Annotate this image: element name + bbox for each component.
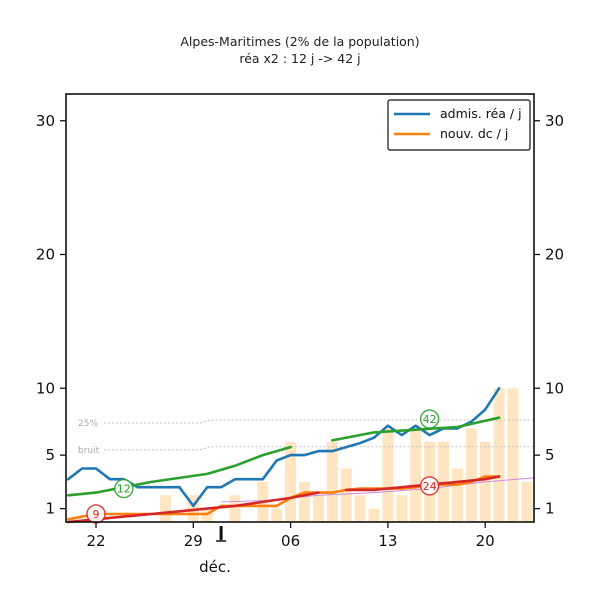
bar	[201, 508, 213, 522]
series-line	[66, 387, 501, 508]
reference-label: bruit	[78, 446, 100, 456]
bar	[382, 428, 394, 522]
legend-label-rea: admis. réa / j	[440, 106, 522, 121]
bar	[187, 495, 199, 522]
y-tick-label: 10	[545, 379, 564, 397]
y-axis-left: 1 5 10 20 30	[36, 112, 66, 518]
y-tick-label: 30	[36, 112, 55, 130]
reference-line	[104, 419, 534, 424]
bar	[438, 441, 449, 522]
x-tick-label: 20	[476, 532, 495, 550]
bar	[368, 508, 380, 522]
bar	[326, 441, 338, 522]
badge-circle	[419, 476, 440, 496]
bar	[493, 388, 505, 522]
y-axis-right: 1 5 10 20 30	[534, 112, 564, 518]
y-tick-label: 20	[36, 246, 55, 264]
series-line	[66, 416, 501, 497]
x-axis: 22 29 06 13 20	[86, 522, 495, 550]
reference-label: 25%	[78, 419, 98, 429]
month-label: déc.	[199, 558, 231, 576]
bar	[340, 468, 352, 522]
badge-label: 9	[93, 508, 100, 521]
bar	[354, 495, 366, 522]
badge-label: 24	[423, 480, 437, 493]
reference-line	[104, 446, 534, 451]
x-tick-label: 06	[281, 532, 300, 550]
plot-frame	[65, 93, 535, 523]
bar	[229, 495, 241, 522]
bar-series	[90, 388, 533, 522]
bar	[465, 428, 477, 522]
bar	[521, 481, 533, 522]
bar	[396, 495, 408, 522]
y-tick-label: 1	[545, 500, 555, 518]
badge-circle	[114, 478, 134, 499]
x-tick-label: 29	[184, 532, 203, 550]
x-tick-label: 22	[86, 532, 105, 550]
legend-label-dc: nouv. dc / j	[440, 126, 508, 141]
chart-subtitle: réa x2 : 12 j -> 42 j	[239, 51, 360, 66]
bar	[299, 481, 310, 522]
y-tick-label: 20	[545, 246, 564, 264]
bar	[160, 495, 171, 522]
line-series	[66, 387, 535, 524]
bar	[285, 441, 297, 522]
y-tick-label: 5	[45, 446, 55, 464]
bar	[271, 508, 283, 522]
bar	[507, 388, 519, 522]
y-tick-label: 10	[36, 379, 55, 397]
y-tick-label: 30	[545, 112, 564, 130]
bar	[312, 495, 324, 522]
y-tick-label: 1	[45, 500, 55, 518]
badge-circle	[419, 409, 440, 429]
legend: admis. réa / j nouv. dc / j	[387, 99, 531, 151]
y-tick-label: 5	[545, 446, 555, 464]
legend-box	[387, 99, 531, 151]
x-tick-label: 13	[378, 532, 397, 550]
badge-label: 42	[423, 413, 437, 426]
badge-label: 12	[117, 483, 131, 496]
bar	[410, 428, 422, 522]
reference-lines: 25% bruit	[78, 419, 534, 456]
chart-title: Alpes-Maritimes (2% de la population)	[180, 34, 419, 49]
badges: 12 9 42 24	[86, 409, 440, 524]
bar	[451, 468, 463, 522]
